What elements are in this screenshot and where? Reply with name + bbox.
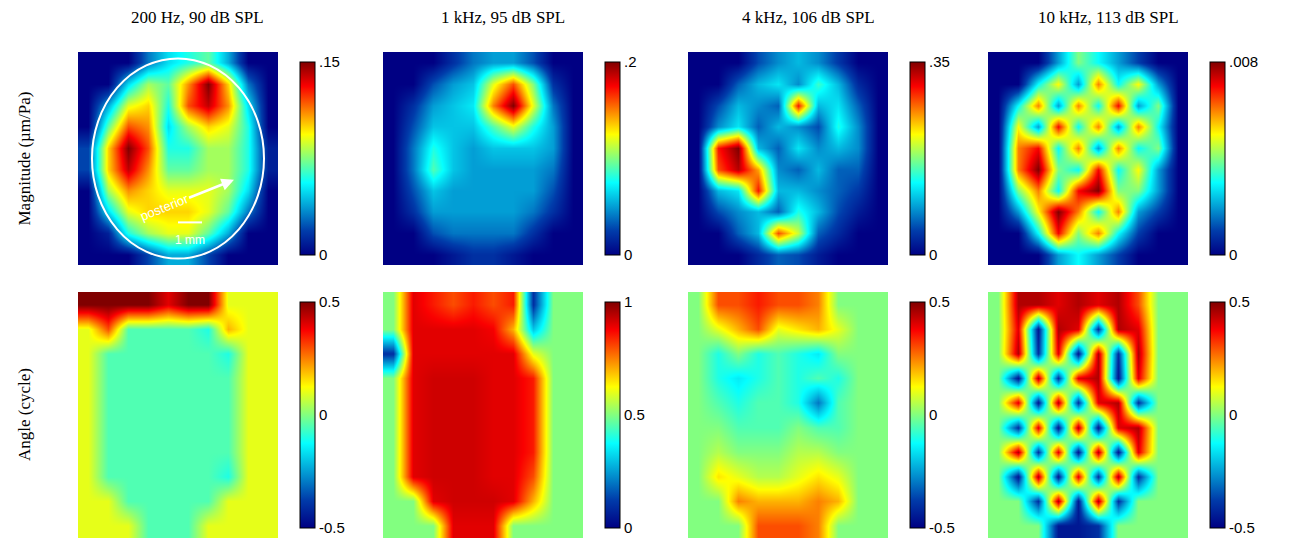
svg-text:.008: .008 [1229,53,1258,70]
svg-text:0: 0 [929,246,937,263]
svg-text:1: 1 [624,293,632,310]
svg-text:0: 0 [319,406,327,423]
svg-text:.15: .15 [319,53,340,70]
svg-text:1 mm: 1 mm [175,233,205,247]
svg-text:-0.5: -0.5 [1229,519,1255,536]
svg-text:0.5: 0.5 [929,293,950,310]
svg-text:0: 0 [1229,246,1237,263]
svg-text:posterior: posterior [138,191,191,224]
svg-text:0: 0 [319,246,327,263]
svg-text:Magnitude (µm/Pa): Magnitude (µm/Pa) [15,92,34,226]
svg-text:0.5: 0.5 [319,293,340,310]
svg-text:0: 0 [624,246,632,263]
svg-text:Angle (cycle): Angle (cycle) [15,368,34,461]
svg-text:.35: .35 [929,53,950,70]
svg-text:0: 0 [1229,406,1237,423]
svg-text:0.5: 0.5 [1229,293,1250,310]
svg-text:1 kHz, 95 dB SPL: 1 kHz, 95 dB SPL [441,8,565,27]
svg-text:0: 0 [624,519,632,536]
svg-text:0: 0 [929,406,937,423]
svg-text:4 kHz, 106 dB SPL: 4 kHz, 106 dB SPL [742,8,875,27]
svg-text:200 Hz, 90 dB SPL: 200 Hz, 90 dB SPL [131,8,264,27]
svg-text:10 kHz, 113 dB SPL: 10 kHz, 113 dB SPL [1038,8,1179,27]
svg-text:-0.5: -0.5 [319,519,345,536]
svg-text:-0.5: -0.5 [929,519,955,536]
svg-text:0.5: 0.5 [624,406,645,423]
svg-text:.2: .2 [624,53,637,70]
